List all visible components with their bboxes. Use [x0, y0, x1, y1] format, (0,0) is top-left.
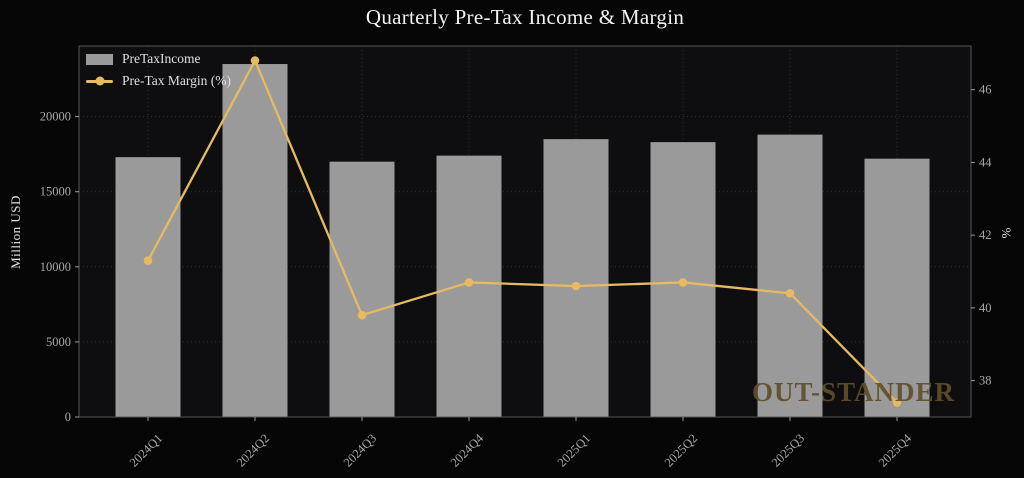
- bar-2024Q1: [115, 157, 181, 418]
- margin-point-2025Q3: [785, 289, 795, 298]
- x-tick-label: 2025Q2: [662, 431, 700, 469]
- y-tick-label-left: 5000: [46, 335, 71, 349]
- margin-point-2025Q2: [678, 278, 688, 287]
- y-axis-label-right: %: [999, 227, 1014, 239]
- watermark: OUT-STANDER: [751, 377, 955, 407]
- legend-item-pretax-income: PreTaxIncome: [86, 51, 231, 67]
- margin-line: [146, 59, 898, 404]
- legend-label-bar: PreTaxIncome: [122, 51, 201, 66]
- x-tick-label: 2025Q1: [555, 431, 593, 469]
- margin-point-2024Q2: [250, 56, 260, 65]
- margin-point-2025Q4: [892, 398, 902, 407]
- bar-2025Q4: [864, 158, 930, 417]
- legend-item-pretax-margin: Pre-Tax Margin (%): [86, 73, 231, 89]
- y-tick-label-left: 0: [65, 410, 71, 424]
- y-tick-label-left: 10000: [40, 260, 71, 274]
- plot-area: [79, 46, 971, 417]
- chart-title: Quarterly Pre-Tax Income & Margin: [365, 5, 685, 29]
- y-tick-label-right: 40: [979, 301, 992, 315]
- y-tick-label-right: 44: [979, 155, 992, 169]
- marker-dot-icon: [95, 76, 104, 86]
- y-tick-label-left: 20000: [40, 110, 71, 124]
- x-tick-label: 2025Q4: [876, 431, 915, 470]
- y-tick-label-left: 15000: [40, 185, 71, 199]
- x-tick-label: 2024Q1: [127, 431, 165, 469]
- line-swatch-icon: [86, 76, 113, 86]
- margin-point-2024Q3: [357, 310, 367, 320]
- bar-2025Q3: [757, 134, 823, 417]
- bar-swatch-icon: [86, 53, 113, 65]
- x-tick-label: 2024Q2: [234, 431, 272, 469]
- legend: PreTaxIncome Pre-Tax Margin (%): [86, 51, 231, 89]
- margin-point-2024Q1: [143, 256, 153, 265]
- y-tick-label-right: 42: [979, 228, 992, 242]
- margin-point-2024Q4: [464, 278, 474, 287]
- margin-point-2025Q1: [571, 281, 581, 291]
- axes-border: [78, 45, 972, 418]
- bar-2025Q1: [543, 139, 609, 418]
- bar-2024Q2: [222, 64, 288, 417]
- legend-label-line: Pre-Tax Margin (%): [122, 73, 232, 88]
- x-tick-label: 2024Q3: [341, 431, 379, 469]
- x-tick-label: 2024Q4: [448, 431, 487, 470]
- x-tick-label: 2025Q3: [769, 431, 807, 469]
- y-tick-label-right: 46: [979, 83, 992, 97]
- y-tick-label-right: 38: [979, 374, 992, 388]
- y-axis-label-left: Million USD: [8, 195, 23, 269]
- bar-2024Q3: [329, 161, 395, 417]
